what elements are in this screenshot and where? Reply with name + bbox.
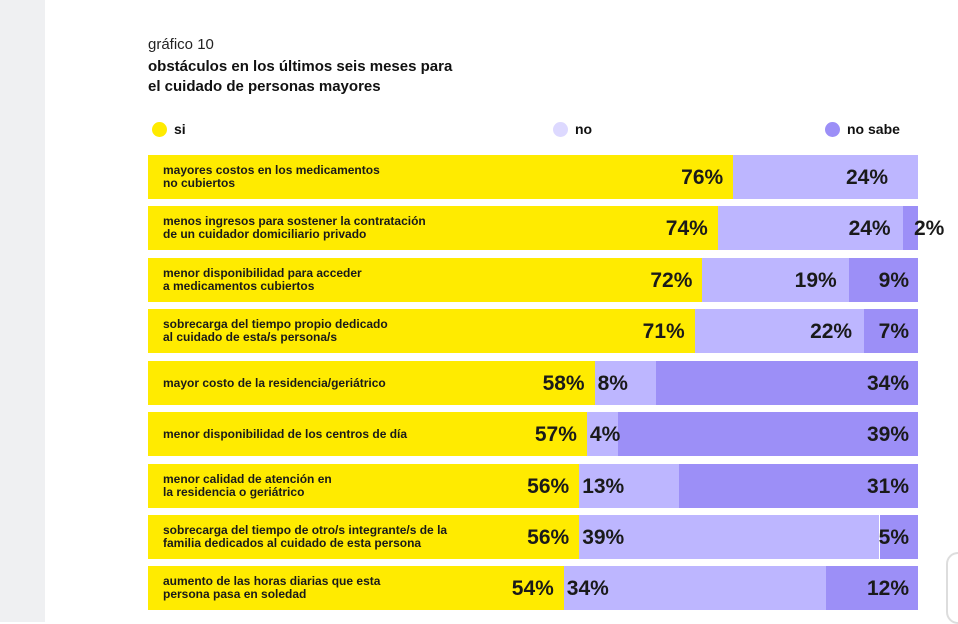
category-label: mayor costo de la residencia/geriátrico — [163, 375, 386, 390]
data-label-no: 19% — [794, 269, 837, 292]
category-label: menos ingresos para sostener la contrata… — [163, 214, 426, 241]
bar-row: mayor costo de la residencia/geriátrico 5… — [148, 361, 918, 405]
data-label-si: 58% — [542, 372, 585, 395]
bar-segment-no-sabe — [825, 566, 918, 610]
data-label-no: 13% — [582, 475, 625, 498]
bar-segment-si — [148, 206, 718, 250]
data-label-no: 8% — [597, 372, 628, 395]
left-gutter — [0, 0, 45, 622]
bar-row: aumento de las horas diarias que esta pe… — [148, 566, 918, 610]
category-label: sobrecarga del tiempo de otro/s integran… — [163, 523, 448, 550]
bar-row: menor calidad de atención en la residenc… — [148, 464, 918, 508]
bar-segment-no — [594, 361, 657, 405]
data-label-si: 74% — [665, 217, 708, 240]
bar-segment-no — [563, 566, 826, 610]
category-label: menor calidad de atención en la residenc… — [163, 472, 332, 499]
data-label-no-sabe: 7% — [878, 320, 909, 343]
category-label: mayores costos en los medicamentos no cu… — [163, 163, 380, 190]
bar-segment-no — [733, 155, 918, 199]
data-label-si: 76% — [681, 166, 724, 189]
data-label-no: 39% — [582, 526, 625, 549]
category-label: sobrecarga del tiempo propio dedicado al… — [163, 317, 388, 344]
bar-row: menor disponibilidad de los centros de d… — [148, 412, 918, 456]
bar-segment-no-sabe — [679, 464, 918, 508]
chart-subtitle: gráfico 10 — [148, 36, 214, 53]
legend-no-sabe-label: no sabe — [847, 121, 900, 137]
data-label-no-sabe: 12% — [866, 577, 909, 600]
bar-segment-si — [148, 566, 564, 610]
bar-segment-si — [148, 258, 703, 302]
category-label: menor disponibilidad para acceder a medi… — [163, 266, 362, 293]
data-label-si: 72% — [650, 269, 693, 292]
category-label: aumento de las horas diarias que esta pe… — [163, 574, 381, 601]
data-label-no: 22% — [810, 320, 853, 343]
bar-segment-no-sabe — [848, 258, 918, 302]
legend-no-label: no — [575, 121, 593, 137]
legend-si: si — [152, 121, 186, 137]
data-label-si: 56% — [527, 526, 570, 549]
chart-title: obstáculos en los últimos seis meses par… — [148, 58, 453, 95]
bar-segment-no — [579, 464, 680, 508]
floating-action-button[interactable] — [946, 552, 958, 624]
bar-segment-no — [579, 515, 880, 559]
legend-no-swatch — [553, 121, 568, 137]
bar-segment-si — [148, 515, 580, 559]
data-label-si: 54% — [511, 577, 554, 600]
bar-segment-no — [694, 309, 865, 353]
data-label-no-sabe: 2% — [914, 217, 945, 240]
legend-no-sabe-swatch — [825, 121, 840, 137]
data-label-no-sabe: 9% — [878, 269, 909, 292]
bar-segment-si — [148, 361, 595, 405]
legend-no-sabe: no sabe — [825, 121, 900, 137]
bar-segment-si — [148, 155, 734, 199]
data-label-no-sabe: 34% — [866, 372, 909, 395]
bar-segment-no-sabe — [656, 361, 918, 405]
data-label-si: 71% — [642, 320, 685, 343]
bar-segment-no-sabe — [617, 412, 918, 456]
bar-row: menor disponibilidad para acceder a medi… — [148, 258, 918, 302]
data-label-no: 34% — [566, 577, 609, 600]
data-label-no-sabe: 31% — [866, 475, 909, 498]
data-label-si: 57% — [534, 423, 577, 446]
bar-segment-no — [702, 258, 849, 302]
bar-row: sobrecarga del tiempo propio dedicado al… — [148, 309, 918, 353]
bar-segment-no-sabe — [864, 309, 918, 353]
bar-segment-si — [148, 412, 587, 456]
bar-segment-no — [586, 412, 618, 456]
bar-row: sobrecarga del tiempo de otro/s integran… — [148, 515, 918, 559]
data-label-no: 4% — [589, 423, 621, 446]
legend-no: no — [553, 121, 592, 137]
bar-segment-no — [717, 206, 903, 250]
data-label-no-sabe: 5% — [878, 526, 909, 549]
bar-segment-si — [148, 464, 580, 508]
data-label-si: 56% — [527, 475, 570, 498]
data-label-no: 24% — [848, 217, 891, 240]
bar-segment-no-sabe — [879, 515, 918, 559]
bar-segment-si — [148, 309, 695, 353]
data-label-no-sabe: 39% — [866, 423, 909, 446]
bar-segment-no-sabe — [902, 206, 918, 250]
category-label: menor disponibilidad de los centros de d… — [163, 426, 408, 441]
bar-row: menos ingresos para sostener la contrata… — [148, 206, 944, 250]
legend-si-swatch — [152, 121, 167, 137]
data-label-no: 24% — [845, 166, 888, 189]
legend-si-label: si — [174, 121, 186, 137]
bar-row: mayores costos en los medicamentos no cu… — [148, 155, 918, 199]
